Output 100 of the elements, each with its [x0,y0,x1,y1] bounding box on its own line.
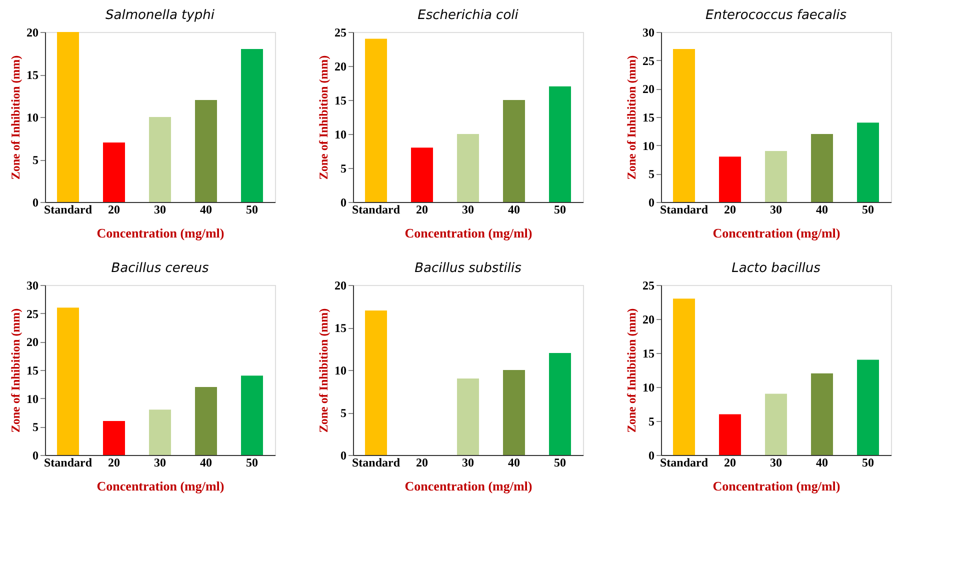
y-tick-label: 0 [32,196,38,210]
y-tick-label: 15 [26,68,38,82]
y-axis-title: Zone of Inhibition (mm) [624,308,638,433]
x-tick-label: 20 [724,456,736,470]
bar [149,117,171,202]
y-tick-label: 15 [334,321,346,335]
x-tick-label: 40 [816,456,828,470]
x-axis-title: Concentration (mg/ml) [96,226,224,240]
x-tick-label: 50 [554,202,566,216]
bar [719,156,741,202]
x-tick-label: Standard [352,456,400,470]
y-tick-label: 5 [32,420,38,434]
y-tick-label: 10 [334,128,346,142]
x-axis-title: Concentration (mg/ml) [404,226,532,240]
y-tick-label: 10 [26,392,38,406]
x-tick-label: 50 [246,202,258,216]
x-tick-label: 20 [416,202,428,216]
x-tick-label: 30 [154,456,166,470]
y-tick-label: 0 [340,196,346,210]
y-tick-label: 30 [642,26,654,40]
y-tick-label: 5 [340,162,346,176]
bar [857,122,879,202]
x-axis-title: Concentration (mg/ml) [712,478,840,494]
x-tick-label: 30 [462,456,474,470]
x-tick-label: 50 [246,456,258,470]
bar [811,373,833,455]
bar [719,414,741,455]
y-tick-label: 20 [26,335,38,350]
x-tick-label: 20 [108,456,120,470]
bar [149,410,171,455]
x-tick-label: 50 [862,456,874,470]
y-axis-title: Zone of Inhibition (mm) [8,308,22,433]
bar [673,49,695,202]
y-tick-label: 20 [26,26,38,40]
y-tick-label: 15 [26,364,38,378]
x-tick-label: 40 [816,202,828,216]
y-tick-label: 20 [642,312,654,326]
bar [549,86,571,202]
x-tick-label: 40 [508,202,520,216]
x-tick-label: 50 [862,202,874,216]
y-tick-label: 10 [642,380,654,394]
bar [673,298,695,455]
y-tick-label: 5 [32,153,38,167]
bar [457,134,479,202]
y-tick-label: 20 [334,278,346,292]
bar [241,49,263,202]
bar [241,376,263,455]
chart-title: Lacto bacillus [732,261,821,276]
x-tick-label: Standard [660,456,708,470]
x-tick-label: 30 [154,202,166,216]
y-tick-label: 0 [340,448,346,462]
x-tick-label: 40 [200,202,212,216]
x-axis-title: Concentration (mg/ml) [404,478,532,494]
x-tick-label: 40 [508,456,520,470]
bar [103,142,125,202]
y-tick-label: 10 [334,364,346,378]
bar [549,353,571,455]
y-axis-title: Zone of Inhibition (mm) [624,55,638,180]
x-tick-label: 20 [108,202,120,216]
x-tick-label: 30 [462,202,474,216]
bar [765,151,787,202]
y-tick-label: 0 [32,448,38,462]
chart-title: Bacillus cereus [111,261,209,276]
y-axis-title: Zone of Inhibition (mm) [316,308,330,433]
bar [811,134,833,202]
y-axis-title: Zone of Inhibition (mm) [316,55,330,180]
y-axis-title: Zone of Inhibition (mm) [8,55,22,180]
y-tick-label: 30 [26,278,38,292]
x-tick-label: 50 [554,456,566,470]
chart-title: Enterococcus faecalis [705,8,847,23]
bar [57,32,79,202]
chart-title: Salmonella typhi [106,8,215,23]
x-tick-label: 20 [724,202,736,216]
bar [503,100,525,202]
y-tick-label: 25 [26,306,38,321]
bar [765,394,787,455]
y-tick-label: 5 [340,406,346,420]
x-tick-label: Standard [352,202,400,216]
y-tick-label: 20 [334,60,346,74]
x-tick-label: Standard [44,202,92,216]
bar [195,387,217,455]
y-tick-label: 25 [642,278,654,292]
y-tick-label: 15 [334,94,346,108]
x-tick-label: 30 [770,456,782,470]
bar [195,100,217,202]
y-tick-label: 10 [642,138,654,153]
bar [103,421,125,455]
y-tick-label: 20 [642,82,654,96]
y-tick-label: 0 [648,196,654,210]
x-axis-title: Concentration (mg/ml) [712,226,840,240]
bar [857,360,879,455]
x-axis-title: Concentration (mg/ml) [96,478,224,494]
y-tick-label: 15 [642,110,654,124]
y-tick-label: 5 [648,414,654,428]
x-tick-label: Standard [44,456,92,470]
y-tick-label: 10 [26,110,38,124]
chart-title: Escherichia coli [418,8,519,23]
chart-title: Bacillus substilis [414,261,522,276]
y-tick-label: 25 [642,54,654,68]
bar [503,370,525,455]
